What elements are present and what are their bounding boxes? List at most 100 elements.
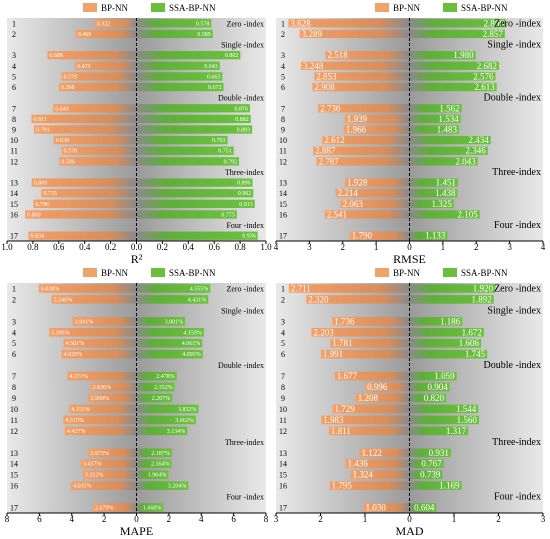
data-label-bp: 0.796 xyxy=(35,202,49,208)
x-tick-label: 8 xyxy=(5,514,10,524)
group-label: Double -index xyxy=(218,361,264,370)
x-tick-label: 0.8 xyxy=(234,242,246,252)
data-label-bp: 1.781 xyxy=(332,338,352,348)
data-label-ssa: 3.832% xyxy=(178,407,197,413)
bar-bp-nn xyxy=(329,481,410,490)
group-label: Double -index xyxy=(218,94,264,103)
data-label-ssa: 0.739 xyxy=(420,470,441,480)
bar-ssa-bp-nn xyxy=(409,72,496,81)
bar-ssa-bp-nn xyxy=(409,349,488,359)
legend-label-ssa: SSA-BP-NN xyxy=(461,3,508,13)
bar-bp-nn xyxy=(349,231,410,240)
bar-ssa-bp-nn xyxy=(409,157,478,166)
row-label: 1 xyxy=(12,19,16,28)
data-label-bp: 2.214 xyxy=(338,188,359,198)
row-label: 17 xyxy=(10,232,18,241)
x-tick-label: 6 xyxy=(37,514,42,524)
bar-bp-nn xyxy=(345,459,410,468)
data-label-bp: 0.578 xyxy=(64,149,78,155)
data-label-ssa: 0.893 xyxy=(237,128,251,134)
x-axis-title: MAPE xyxy=(120,524,153,538)
data-label-ssa: 1.544 xyxy=(456,404,477,414)
data-label-ssa: 4.159% xyxy=(183,330,202,336)
group-label: Zero -index xyxy=(226,284,264,293)
data-label-bp: 2.908 xyxy=(314,82,335,92)
bar-ssa-bp-nn xyxy=(136,503,164,512)
data-label-ssa: 1.964% xyxy=(148,473,167,479)
data-label-bp: 1.983 xyxy=(323,415,344,425)
data-label-ssa: 2.043 xyxy=(455,156,476,166)
data-label-ssa: 2.576 xyxy=(473,71,494,81)
row-label: 9 xyxy=(281,126,285,135)
data-label-bp: 3.248 xyxy=(303,61,324,71)
bar-ssa-bp-nn xyxy=(136,371,177,381)
data-label-bp: 2.711 xyxy=(291,283,311,293)
x-tick-label: 0.4 xyxy=(183,242,195,252)
bar-bp-nn xyxy=(61,146,137,155)
data-label-bp: 1.030 xyxy=(366,503,387,513)
data-label-ssa: 0.643 xyxy=(204,64,218,70)
legend-swatch-bp xyxy=(375,268,389,277)
x-tick-label: 0.6 xyxy=(209,242,221,252)
group-label: Four -index xyxy=(494,492,541,503)
bar-bp-nn xyxy=(345,178,410,187)
bar-bp-nn xyxy=(330,338,410,348)
bar-bp-nn xyxy=(324,210,410,219)
bar-ssa-bp-nn xyxy=(409,459,444,468)
bar-ssa-bp-nn xyxy=(136,284,211,293)
data-label-ssa: 2.207% xyxy=(152,396,171,402)
bar-bp-nn xyxy=(363,503,410,512)
bar-bp-nn xyxy=(340,199,410,208)
row-label: 12 xyxy=(10,427,18,436)
group-label: Zero -index xyxy=(226,19,264,28)
data-label-bp: 2.736 xyxy=(320,103,341,113)
bar-bp-nn xyxy=(318,104,410,113)
bar-ssa-bp-nn xyxy=(136,61,220,70)
data-label-ssa: 0.936 xyxy=(242,234,256,240)
x-tick-label: 1.0 xyxy=(1,242,13,252)
data-label-ssa: 2.187% xyxy=(151,451,170,457)
group-label: Single -index xyxy=(221,41,264,50)
data-label-bp: 2.063 xyxy=(343,199,364,209)
legend-label-bp: BP-NN xyxy=(101,3,129,13)
bar-bp-nn xyxy=(332,317,410,326)
row-label: 8 xyxy=(281,115,285,124)
data-label-bp: 1.324 xyxy=(353,470,374,480)
data-label-ssa: 0.663 xyxy=(207,74,221,80)
data-label-bp: 1.208 xyxy=(358,393,379,403)
data-label-ssa: 2.886 xyxy=(484,18,505,28)
bar-ssa-bp-nn xyxy=(136,210,237,219)
data-label-bp: 1.122 xyxy=(362,448,382,458)
bar-ssa-bp-nn xyxy=(409,338,481,348)
row-label: 15 xyxy=(10,471,18,480)
bar-ssa-bp-nn xyxy=(409,328,484,337)
legend-swatch-ssa xyxy=(151,268,165,277)
data-label-ssa: 2.352% xyxy=(154,385,173,391)
data-label-ssa: 4.555% xyxy=(190,286,209,292)
data-label-bp: 5.395% xyxy=(51,330,70,336)
data-label-ssa: 0.672 xyxy=(208,85,222,91)
data-label-bp: 2.973% xyxy=(90,451,109,457)
bar-bp-nn xyxy=(355,393,410,403)
bar-ssa-bp-nn xyxy=(409,114,461,124)
data-label-bp: 3.628 xyxy=(290,18,311,28)
bar-bp-nn xyxy=(88,448,137,458)
x-tick-label: 1 xyxy=(374,242,379,252)
row-label: 9 xyxy=(281,394,285,403)
x-tick-label: 0.0 xyxy=(131,242,143,252)
data-label-ssa: 0.767 xyxy=(421,459,442,469)
x-tick-label: 3 xyxy=(507,242,512,252)
bar-ssa-bp-nn xyxy=(136,393,173,403)
data-label-bp: 2.679% xyxy=(95,506,114,512)
data-label-ssa: 2.613 xyxy=(474,82,495,92)
data-label-ssa: 0.802 xyxy=(225,53,239,59)
data-label-bp: 0.688 xyxy=(49,53,63,59)
bar-bp-nn xyxy=(90,382,137,392)
row-label: 8 xyxy=(12,383,16,392)
data-label-bp: 0.834 xyxy=(30,234,44,240)
x-tick-label: 4 xyxy=(541,242,546,252)
row-label: 8 xyxy=(281,383,285,392)
row-label: 1 xyxy=(281,19,285,28)
data-label-ssa: 1.438 xyxy=(435,188,456,198)
legend-label-ssa: SSA-BP-NN xyxy=(169,3,216,13)
